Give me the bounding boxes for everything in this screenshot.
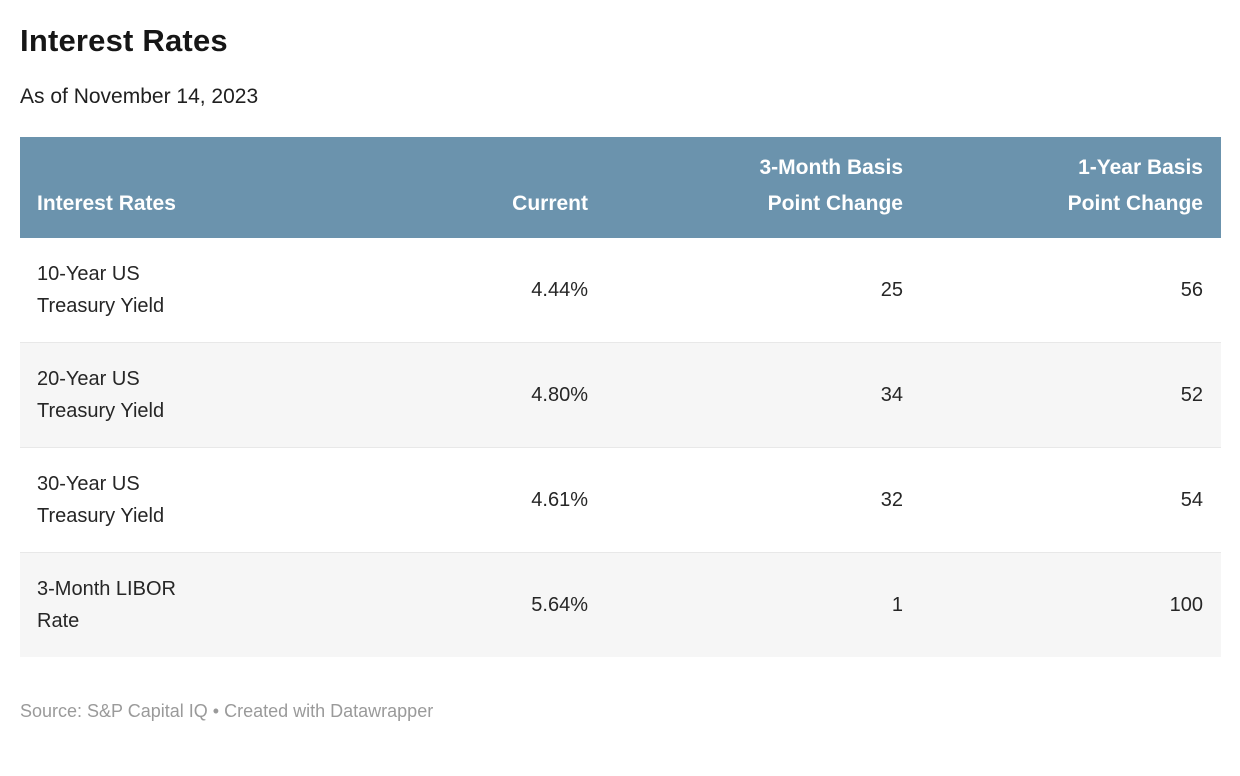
- column-header-current: Current: [320, 137, 606, 238]
- column-header-interest-rates: Interest Rates: [20, 137, 320, 238]
- change-3m-value: 1: [606, 552, 921, 657]
- current-value: 4.61%: [320, 447, 606, 553]
- table-row-3-month-libor: 3-Month LIBOR Rate 5.64% 1 100: [20, 552, 1221, 657]
- change-3m-value: 25: [880, 279, 903, 301]
- datawrapper-attribution: Created with Datawrapper: [224, 701, 434, 721]
- source-label: Source:: [20, 701, 88, 721]
- current-value: 4.44%: [531, 279, 588, 301]
- change-1y-value: 54: [921, 447, 1221, 553]
- table-row-30-year-treasury: 30-Year US Treasury Yield 4.61% 32 54: [20, 447, 1221, 553]
- table-row-10-year-treasury: 10-Year US Treasury Yield 4.44% 25 56: [20, 238, 1221, 343]
- table-header-row: Interest Rates Current 3-Month Basis Poi…: [20, 137, 1221, 238]
- column-header-3-month-basis-point-change: 3-Month Basis Point Change: [606, 137, 921, 238]
- chart-footer: Source: S&P Capital IQ • Created with Da…: [20, 700, 1220, 722]
- footer-separator: •: [207, 701, 225, 721]
- current-value: 4.80%: [320, 342, 606, 448]
- change-3m-value: 34: [606, 342, 921, 448]
- table-header: Interest Rates Current 3-Month Basis Poi…: [20, 137, 1221, 238]
- change-1y-value: 100: [921, 552, 1221, 657]
- row-label: 20-Year US Treasury Yield: [20, 342, 320, 448]
- table-row-20-year-treasury: 20-Year US Treasury Yield 4.80% 34 52: [20, 342, 1221, 448]
- page-title: Interest Rates: [20, 23, 228, 58]
- change-1y-value: 52: [921, 342, 1221, 448]
- current-value: 5.64%: [320, 552, 606, 657]
- change-3m-value: 32: [606, 447, 921, 553]
- source-name: S&P Capital IQ: [87, 701, 208, 721]
- column-header-1-year-basis-point-change: 1-Year Basis Point Change: [921, 137, 1221, 238]
- row-label: 10-Year US Treasury Yield: [37, 263, 165, 317]
- row-label: 30-Year US Treasury Yield: [20, 447, 320, 553]
- table-body: 10-Year US Treasury Yield 4.44% 25 56 20…: [20, 238, 1221, 657]
- change-1y-value: 56: [1180, 279, 1203, 301]
- chart-subtitle-date: As of November 14, 2023: [20, 85, 259, 108]
- row-label: 3-Month LIBOR Rate: [20, 552, 320, 657]
- interest-rates-table: Interest Rates Current 3-Month Basis Poi…: [20, 137, 1221, 657]
